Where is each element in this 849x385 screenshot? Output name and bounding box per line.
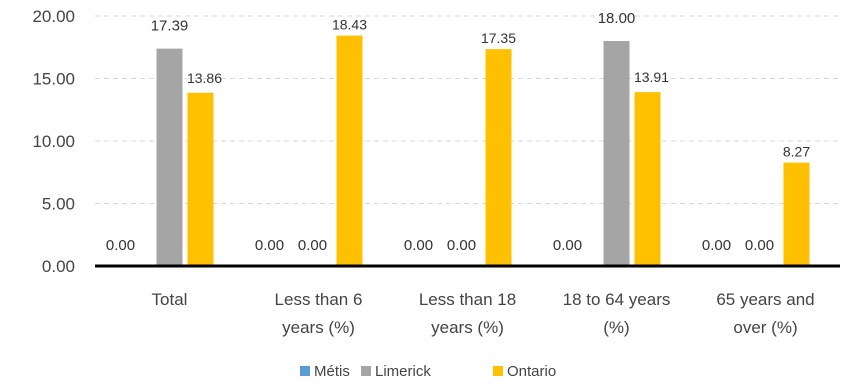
x-tick-label: 65 years and <box>716 290 814 309</box>
bar-ontario <box>336 35 363 266</box>
y-axis: 0.00 5.00 10.00 15.00 20.00 <box>32 7 75 276</box>
y-tick-label: 10.00 <box>32 132 75 151</box>
bar-limerick <box>156 48 183 266</box>
x-tick-label: years (%) <box>282 318 355 337</box>
y-tick-label: 0.00 <box>42 257 75 276</box>
x-tick-label: 18 to 64 years <box>563 290 671 309</box>
bars <box>156 35 810 266</box>
x-axis: Total Less than 6 years (%) Less than 18 yea… <box>152 290 815 337</box>
x-tick-label: (%) <box>603 318 629 337</box>
data-label: 17.35 <box>481 30 516 46</box>
data-label: 0.00 <box>298 237 327 254</box>
x-tick-label: over (%) <box>733 318 797 337</box>
legend-swatch <box>361 366 371 376</box>
y-tick-label: 20.00 <box>32 7 75 26</box>
legend: Métis Limerick Ontario <box>300 363 556 380</box>
data-label: 0.00 <box>106 237 135 254</box>
x-tick-label: Less than 6 <box>275 290 363 309</box>
bar-ontario <box>634 92 661 266</box>
x-tick-label: Total <box>152 290 188 309</box>
bar-ontario <box>485 49 512 266</box>
data-label: 0.00 <box>255 237 284 254</box>
data-label: 0.00 <box>702 237 731 254</box>
bar-ontario <box>187 92 214 266</box>
data-label: 0.00 <box>553 237 582 254</box>
y-tick-label: 15.00 <box>32 70 75 89</box>
legend-label: Métis <box>314 363 350 380</box>
bar-limerick <box>603 41 630 266</box>
gridlines <box>95 15 840 204</box>
x-tick-label: years (%) <box>431 318 504 337</box>
data-label: 18.43 <box>332 17 367 33</box>
x-tick-label: Less than 18 <box>419 290 516 309</box>
legend-label: Limerick <box>375 363 431 380</box>
legend-swatch <box>493 366 503 376</box>
legend-label: Ontario <box>507 363 556 380</box>
bar-ontario <box>783 162 810 266</box>
data-label: 0.00 <box>745 237 774 254</box>
data-label: 18.00 <box>598 10 636 27</box>
y-tick-label: 5.00 <box>42 195 75 214</box>
data-label: 13.91 <box>634 69 669 85</box>
data-label: 0.00 <box>447 237 476 254</box>
data-label: 8.27 <box>783 144 810 160</box>
legend-swatch <box>300 366 310 376</box>
data-label: 0.00 <box>404 237 433 254</box>
data-labels: 0.00 17.39 13.86 0.00 0.00 18.43 0.00 0.00 17.35… <box>106 10 810 254</box>
data-label: 13.86 <box>187 70 222 86</box>
data-label: 17.39 <box>151 18 189 35</box>
